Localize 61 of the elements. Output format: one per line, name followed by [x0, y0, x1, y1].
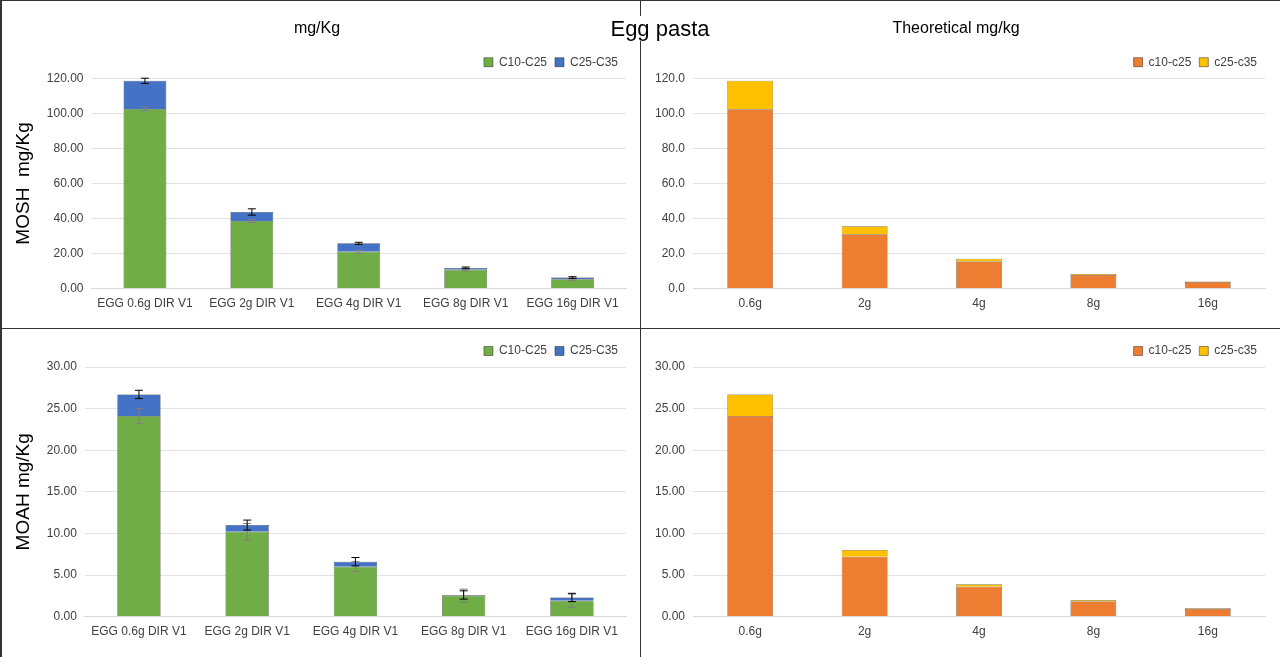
x-tick-label: EGG 8g DIR V1: [422, 296, 509, 311]
y-tick-label: 5.00: [661, 567, 686, 582]
x-tick-label: EGG 2g DIR V1: [209, 296, 295, 311]
y-tick-label: 20.00: [46, 442, 78, 457]
y-tick-label: 30.00: [46, 359, 78, 374]
y-axis-title: MOSH mg/Kg: [11, 122, 33, 245]
chart-title: mg/Kg: [293, 19, 341, 37]
x-tick-label: 2g: [857, 296, 872, 311]
x-tick-label: EGG 4g DIR V1: [312, 624, 399, 639]
x-tick-label: 16g: [1197, 296, 1218, 311]
chart-title: Theoretical mg/kg: [892, 19, 1020, 37]
legend-label: c25-c35: [1214, 343, 1258, 358]
x-tick-label: EGG 4g DIR V1: [316, 296, 402, 311]
y-tick-label: 0.0: [668, 280, 686, 295]
y-tick-label: 25.00: [46, 400, 78, 415]
y-tick-label: 20.0: [661, 245, 686, 260]
legend-label: C10-C25: [498, 343, 548, 358]
y-tick-label: 120.0: [655, 70, 686, 85]
x-tick-label: 8g: [1086, 624, 1101, 639]
legend-label: c25-c35: [1214, 54, 1258, 69]
y-tick-label: 40.0: [661, 210, 686, 225]
y-tick-label: 40.00: [53, 210, 84, 225]
x-tick-label: EGG 16g DIR V1: [526, 296, 619, 311]
y-tick-label: 25.00: [655, 400, 686, 415]
y-tick-label: 80.0: [661, 140, 686, 155]
y-tick-label: 100.0: [655, 105, 686, 120]
y-tick-label: 0.00: [661, 608, 686, 623]
y-tick-label: 5.00: [53, 567, 78, 582]
y-tick-label: 60.00: [53, 175, 84, 190]
x-tick-label: 4g: [972, 624, 986, 639]
x-tick-label: 4g: [972, 296, 986, 311]
y-tick-label: 10.00: [655, 525, 686, 540]
x-tick-label: 0.6g: [738, 296, 762, 311]
y-tick-label: 20.00: [53, 245, 84, 260]
legend-label: c10-c25: [1148, 54, 1192, 69]
x-tick-label: 16g: [1197, 624, 1218, 639]
y-tick-label: 15.00: [655, 484, 686, 499]
x-tick-label: EGG 0.6g DIR V1: [91, 624, 187, 639]
y-tick-label: 15.00: [46, 484, 78, 499]
x-tick-label: 0.6g: [738, 624, 762, 639]
x-tick-label: EGG 2g DIR V1: [204, 624, 291, 639]
x-tick-label: EGG 16g DIR V1: [525, 624, 619, 639]
y-tick-label: 20.00: [655, 442, 686, 457]
y-tick-label: 0.00: [60, 280, 84, 295]
y-tick-label: 120.00: [46, 70, 84, 85]
legend-label: C25-C35: [569, 343, 619, 358]
text: Egg pasta: [606, 16, 714, 41]
x-tick-label: 8g: [1086, 296, 1101, 311]
y-tick-label: 60.0: [661, 175, 686, 190]
y-tick-label: 10.00: [46, 525, 78, 540]
legend-label: C10-C25: [498, 54, 548, 69]
y-tick-label: 30.00: [655, 359, 686, 374]
x-tick-label: 2g: [857, 624, 872, 639]
y-axis-title: MOAH mg/Kg: [11, 433, 33, 551]
legend-label: C25-C35: [569, 54, 619, 69]
y-tick-label: 0.00: [53, 608, 78, 623]
x-tick-label: EGG 8g DIR V1: [420, 624, 507, 639]
y-tick-label: 80.00: [53, 140, 84, 155]
legend-label: c10-c25: [1148, 343, 1192, 358]
y-tick-label: 100.00: [46, 105, 84, 120]
x-tick-label: EGG 0.6g DIR V1: [97, 296, 193, 311]
